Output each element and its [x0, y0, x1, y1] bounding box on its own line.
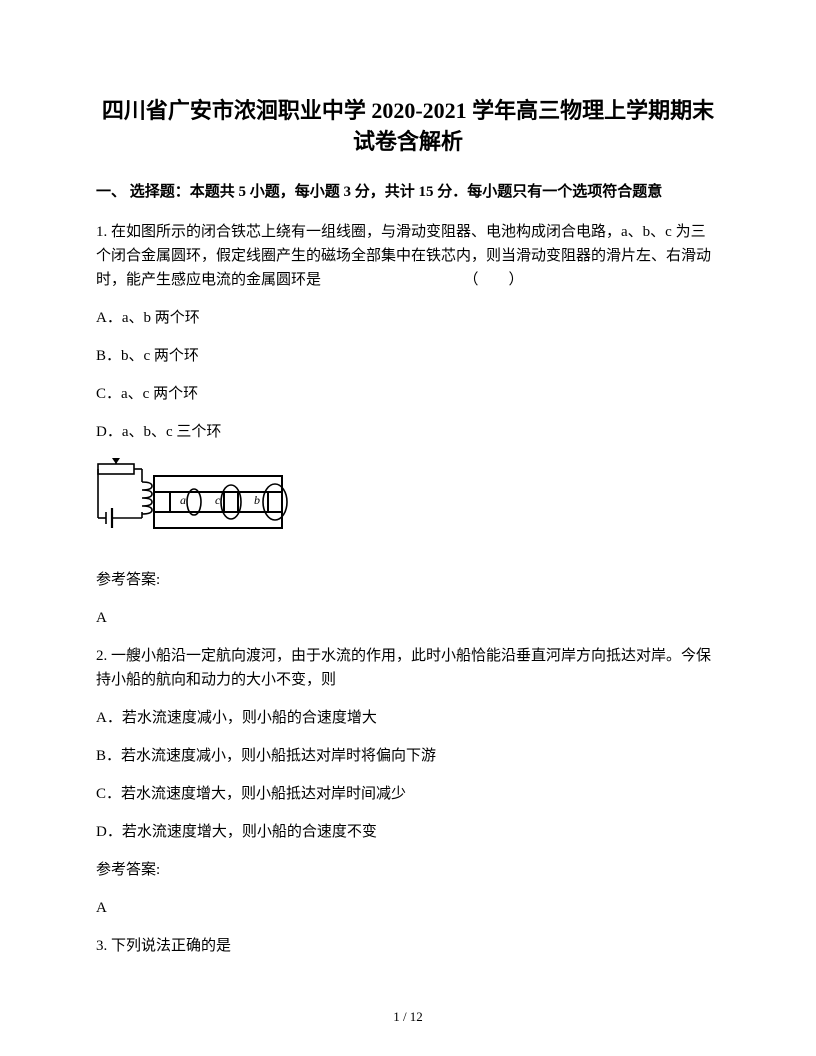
- q1-stem: 1. 在如图所示的闭合铁芯上绕有一组线圈，与滑动变阻器、电池构成闭合电路，a、b…: [96, 220, 720, 292]
- q1-option-c: C．a、c 两个环: [96, 382, 720, 406]
- q1-answer-label: 参考答案:: [96, 568, 720, 592]
- q2-answer: A: [96, 896, 720, 920]
- q2-answer-label: 参考答案:: [96, 858, 720, 882]
- question-3: 3. 下列说法正确的是: [96, 934, 720, 958]
- page-number: 1 / 12: [0, 1007, 816, 1028]
- q2-option-d: D．若水流速度增大，则小船的合速度不变: [96, 820, 720, 844]
- q2-option-a: A．若水流速度减小，则小船的合速度增大: [96, 706, 720, 730]
- q1-option-d: D．a、b、c 三个环: [96, 420, 720, 444]
- q2-option-c: C．若水流速度增大，则小船抵达对岸时间减少: [96, 782, 720, 806]
- doc-title: 四川省广安市浓洄职业中学 2020-2021 学年高三物理上学期期末试卷含解析: [96, 96, 720, 158]
- q1-figure: a c b: [96, 458, 720, 552]
- section-header: 一、 选择题：本题共 5 小题，每小题 3 分，共计 15 分．每小题只有一个选…: [96, 180, 720, 204]
- svg-text:c: c: [215, 493, 221, 507]
- q1-answer: A: [96, 606, 720, 630]
- q1-option-a: A．a、b 两个环: [96, 306, 720, 330]
- svg-text:b: b: [254, 493, 260, 507]
- question-2: 2. 一艘小船沿一定航向渡河，由于水流的作用，此时小船恰能沿垂直河岸方向抵达对岸…: [96, 644, 720, 920]
- circuit-diagram-icon: a c b: [96, 458, 301, 544]
- q2-option-b: B．若水流速度减小，则小船抵达对岸时将偏向下游: [96, 744, 720, 768]
- q2-stem: 2. 一艘小船沿一定航向渡河，由于水流的作用，此时小船恰能沿垂直河岸方向抵达对岸…: [96, 644, 720, 692]
- question-1: 1. 在如图所示的闭合铁芯上绕有一组线圈，与滑动变阻器、电池构成闭合电路，a、b…: [96, 220, 720, 630]
- q3-stem: 3. 下列说法正确的是: [96, 934, 720, 958]
- svg-text:a: a: [180, 493, 186, 507]
- q1-option-b: B．b、c 两个环: [96, 344, 720, 368]
